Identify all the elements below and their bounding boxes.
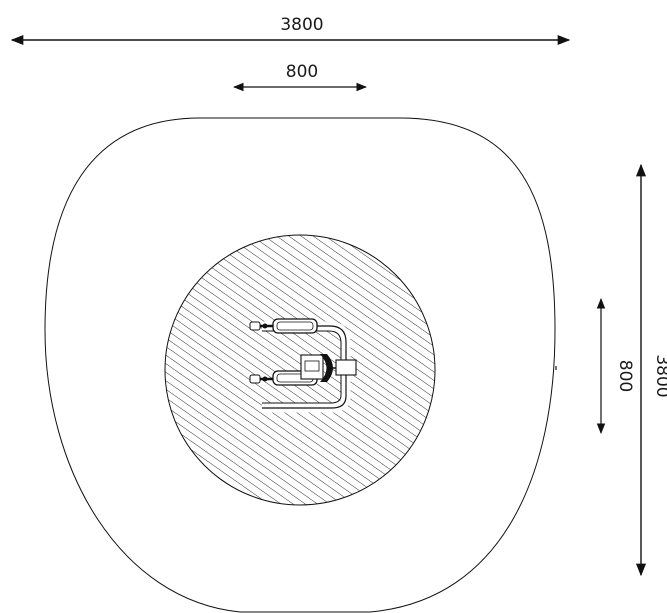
safety-zone	[44, 117, 557, 613]
upper-handle	[249, 318, 318, 334]
seat-post	[300, 354, 357, 382]
total-width-label: 3800	[280, 15, 323, 35]
dim-total-width: 3800	[10, 15, 571, 46]
dim-equipment-width: 800	[232, 62, 368, 92]
dim-equipment-depth: 800	[596, 297, 635, 435]
fitness-equipment	[249, 318, 357, 413]
equipment-width-label: 800	[286, 62, 318, 82]
equipment-depth-label: 800	[615, 360, 635, 392]
dim-total-depth: 3800	[635, 163, 667, 577]
total-depth-label: 3800	[652, 354, 667, 397]
impact-area	[164, 234, 436, 506]
